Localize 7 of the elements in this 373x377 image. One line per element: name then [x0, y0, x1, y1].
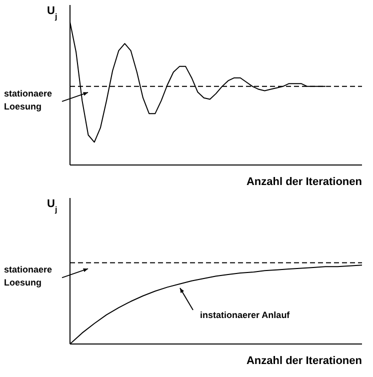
- y-axis-title: U$_{j}$: [47, 5, 58, 20]
- legend-label: stationaere Loesung: [4, 88, 52, 112]
- legend-label: stationaere Loesung: [4, 264, 52, 288]
- x-axis-title: Anzahl der Iterationen: [246, 176, 362, 188]
- annotation: instationaerer Anlauf: [200, 310, 291, 320]
- x-axis-title: Anzahl der Iterationen: [246, 355, 362, 367]
- y-axis-title: U$_{j}$: [47, 198, 58, 214]
